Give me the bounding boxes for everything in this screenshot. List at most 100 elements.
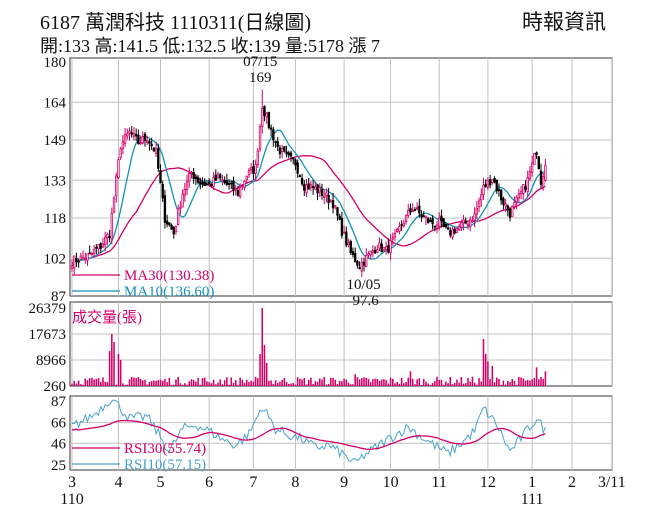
volume-bar xyxy=(385,380,387,386)
volume-bar xyxy=(334,379,337,386)
volume-bar xyxy=(86,380,89,386)
candle-body xyxy=(440,215,443,221)
volume-bar xyxy=(467,377,469,386)
volume-bar xyxy=(332,377,334,386)
candle-body xyxy=(303,184,306,191)
candle-body xyxy=(174,225,178,232)
candle-body xyxy=(181,193,184,208)
volume-bar xyxy=(418,378,421,386)
volume-bar xyxy=(228,384,230,386)
candle-body xyxy=(300,177,304,185)
candle-body xyxy=(130,132,133,135)
volume-bar xyxy=(396,381,398,386)
candle-body xyxy=(92,249,96,254)
candle-body xyxy=(464,220,467,224)
candle-body xyxy=(314,186,317,190)
candle-body xyxy=(214,174,217,181)
candle-body xyxy=(358,267,361,270)
candle-body xyxy=(475,207,479,215)
volume-bar xyxy=(411,378,414,386)
high-value-label: 169 xyxy=(249,70,272,86)
volume-bar xyxy=(272,383,275,386)
candle-body xyxy=(526,177,529,192)
candle-body xyxy=(469,219,472,227)
volume-bar xyxy=(442,384,445,386)
volume-bar xyxy=(343,378,345,386)
candle-body xyxy=(104,236,107,245)
rsi-tick-label: 87 xyxy=(51,394,67,410)
candle-body xyxy=(426,218,430,224)
candle-body xyxy=(471,220,474,223)
candle-body xyxy=(409,208,412,213)
volume-bar xyxy=(279,381,281,386)
candle-body xyxy=(513,201,516,208)
volume-bar xyxy=(122,383,124,386)
volume-bar xyxy=(301,379,303,386)
volume-bar xyxy=(509,382,511,386)
candle-body xyxy=(451,228,454,238)
high-date-label: 07/15 xyxy=(243,54,277,70)
volume-bar xyxy=(500,384,502,386)
volume-bar xyxy=(144,379,146,386)
volume-bar xyxy=(367,378,370,386)
volume-bar xyxy=(148,381,151,386)
candle-body xyxy=(391,237,394,240)
low-date-label: 10/05 xyxy=(347,277,381,293)
volume-bar xyxy=(314,381,317,386)
rsi30-line xyxy=(72,419,546,450)
candle-body xyxy=(123,134,127,145)
volume-bar xyxy=(465,383,467,386)
candle-body xyxy=(238,187,242,198)
candle-body xyxy=(433,225,436,228)
candle-body xyxy=(236,190,240,196)
candle-body xyxy=(128,130,131,134)
volume-bar xyxy=(159,379,162,386)
candle-body xyxy=(168,222,171,226)
candle-body xyxy=(141,136,144,144)
candle-body xyxy=(342,231,346,234)
volume-bar xyxy=(210,383,213,386)
candle-body xyxy=(340,217,344,236)
volume-bar xyxy=(221,384,224,386)
volume-bar xyxy=(119,359,122,386)
candle-body xyxy=(254,164,257,174)
volume-bar xyxy=(356,377,359,386)
candle-body xyxy=(365,255,368,268)
volume-bar xyxy=(166,382,168,386)
candle-body xyxy=(203,181,206,187)
candle-body xyxy=(376,249,379,253)
candle-body xyxy=(250,167,253,171)
candle-body xyxy=(449,230,452,236)
candle-body xyxy=(234,188,237,191)
candle-body xyxy=(70,265,74,269)
volume-bar xyxy=(365,377,368,386)
candle-body xyxy=(285,151,288,155)
candle-body xyxy=(90,252,94,255)
candle-body xyxy=(192,171,195,179)
volume-bar xyxy=(369,382,372,386)
volume-bar xyxy=(296,377,299,386)
month-label: 2 xyxy=(568,474,576,491)
volume-bar xyxy=(190,379,193,386)
volume-bar xyxy=(290,383,292,386)
volume-bar xyxy=(243,382,246,386)
volume-bar xyxy=(237,384,239,386)
candle-body xyxy=(528,171,532,179)
candle-body xyxy=(353,252,357,263)
candle-body xyxy=(373,249,377,254)
candle-body xyxy=(345,231,348,246)
volume-bar xyxy=(261,308,264,386)
candle-body xyxy=(367,253,370,256)
candle-body xyxy=(148,141,151,144)
candle-body xyxy=(380,243,383,253)
candle-body xyxy=(506,205,509,211)
volume-bar xyxy=(115,384,118,386)
volume-bar xyxy=(188,381,191,386)
price-tick-label: 164 xyxy=(44,95,67,111)
candle-body xyxy=(327,194,330,204)
month-label: 3 xyxy=(68,474,76,491)
candle-body xyxy=(309,184,313,188)
price-tick-label: 118 xyxy=(44,211,66,227)
candle-body xyxy=(294,159,297,166)
volume-bar xyxy=(422,378,425,386)
